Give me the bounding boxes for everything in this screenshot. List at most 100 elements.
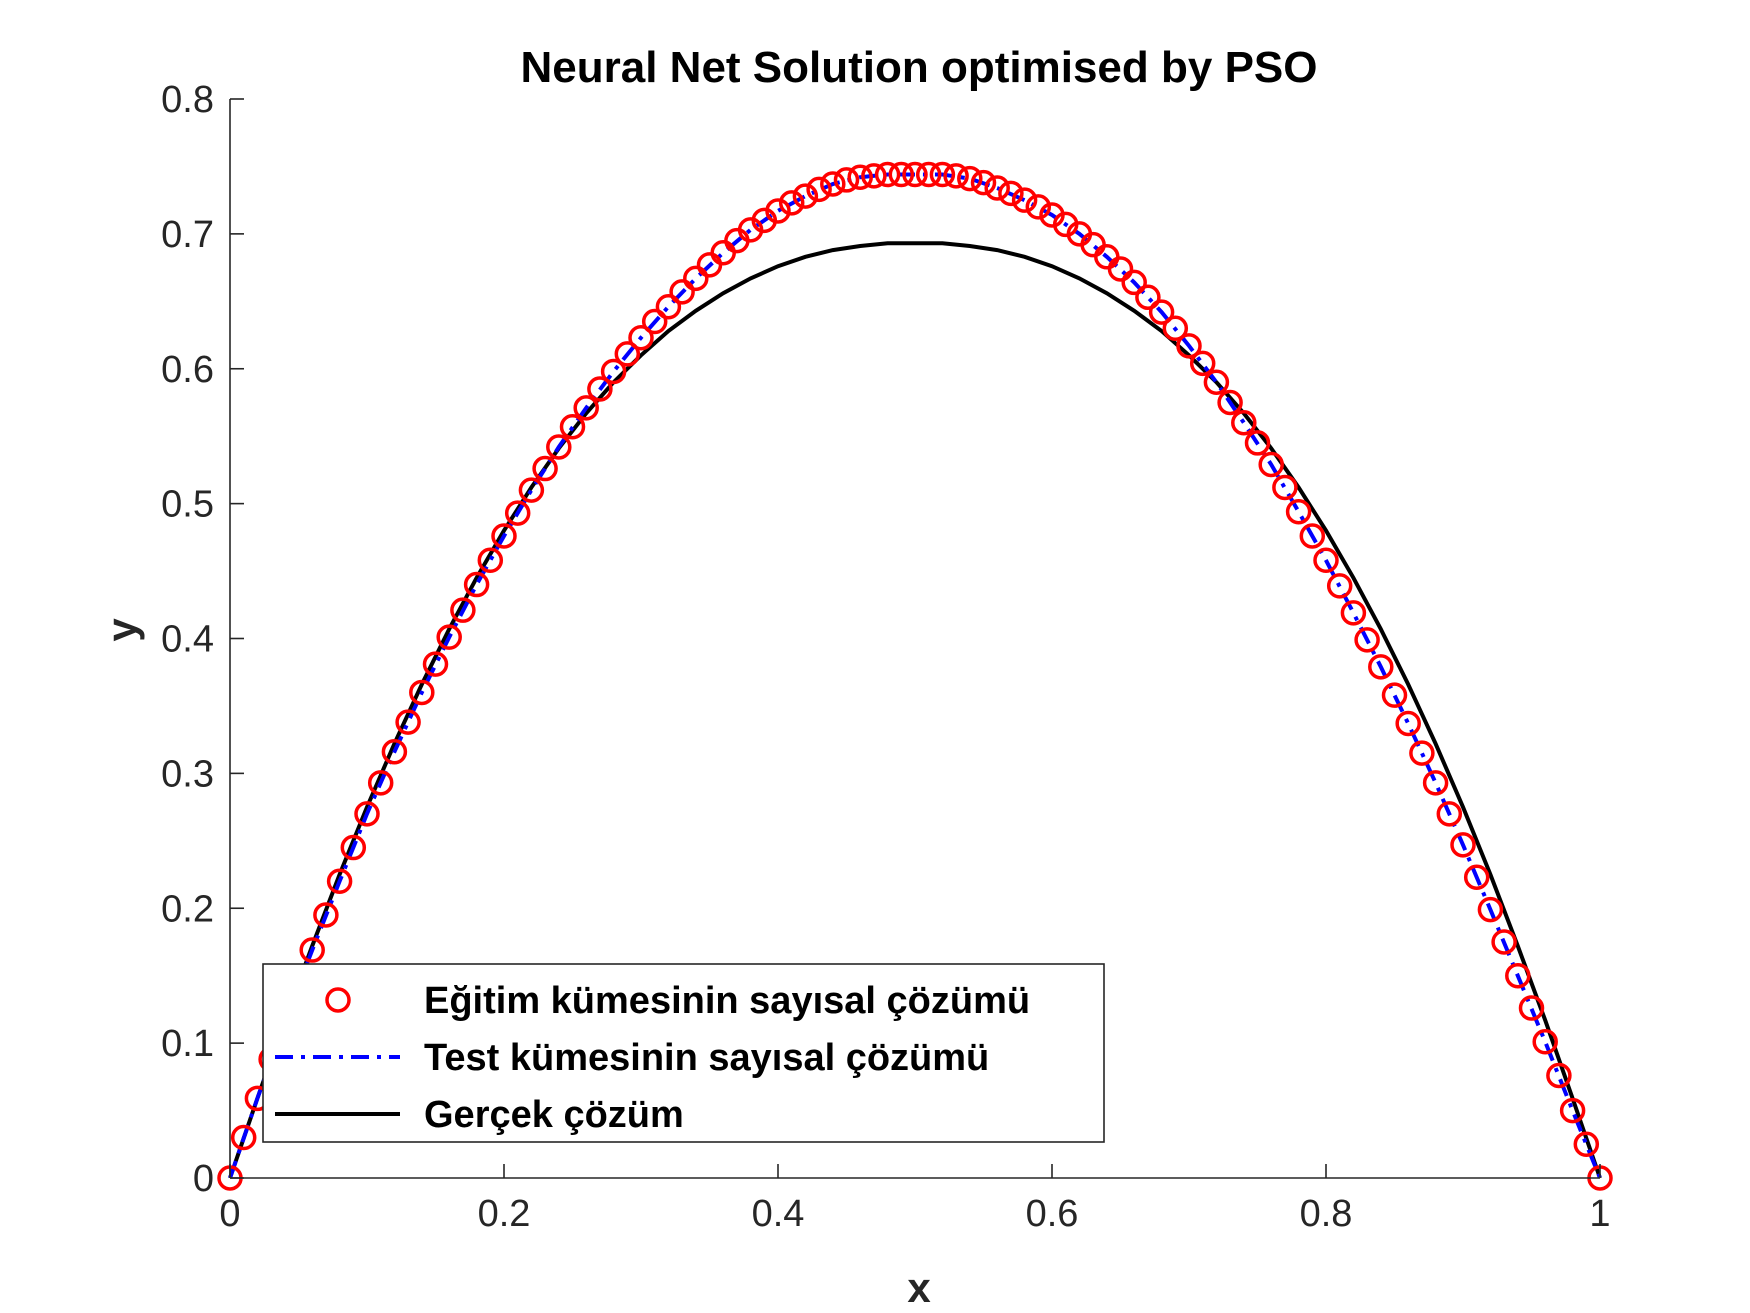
marker-egitim-kumesi xyxy=(669,279,695,305)
marker-egitim-kumesi xyxy=(1011,187,1038,213)
marker-egitim-kumesi xyxy=(902,161,928,188)
marker-egitim-kumesi xyxy=(1299,523,1326,549)
marker-egitim-kumesi xyxy=(1546,1062,1572,1089)
legend-label-test: Test kümesinin sayısal çözümü xyxy=(424,1037,989,1079)
marker-egitim-kumesi xyxy=(888,161,915,188)
marker-egitim-kumesi xyxy=(847,164,873,190)
legend-box xyxy=(262,963,1105,1143)
marker-egitim-kumesi xyxy=(614,341,641,367)
marker-egitim-kumesi xyxy=(833,167,860,193)
y-axis-label: y xyxy=(98,618,145,642)
marker-egitim-kumesi xyxy=(559,413,586,440)
series-line-gercek-cozum xyxy=(228,241,1602,1179)
marker-egitim-kumesi xyxy=(641,308,668,335)
marker-egitim-kumesi xyxy=(957,165,983,192)
marker-egitim-kumesi xyxy=(970,169,997,196)
x-tick-label: 0.4 xyxy=(752,1193,805,1235)
marker-egitim-kumesi xyxy=(861,163,887,189)
y-tick-label: 0.8 xyxy=(161,79,214,121)
marker-egitim-kumesi xyxy=(1285,498,1312,525)
marker-egitim-kumesi xyxy=(1203,369,1230,395)
marker-egitim-kumesi xyxy=(628,324,654,351)
marker-egitim-kumesi xyxy=(381,739,408,765)
marker-egitim-kumesi xyxy=(1518,995,1545,1021)
marker-egitim-kumesi xyxy=(1463,864,1490,890)
marker-egitim-kumesi xyxy=(1135,284,1161,311)
marker-egitim-kumesi xyxy=(354,801,380,827)
marker-egitim-kumesi xyxy=(1176,333,1202,359)
marker-egitim-kumesi xyxy=(313,902,339,928)
marker-egitim-kumesi xyxy=(765,198,791,224)
x-tick-label: 0.6 xyxy=(1026,1193,1079,1235)
marker-egitim-kumesi xyxy=(1559,1097,1586,1124)
marker-egitim-kumesi xyxy=(1450,832,1476,858)
marker-egitim-kumesi xyxy=(573,395,599,421)
legend-label-gercek: Gerçek çözüm xyxy=(424,1094,684,1136)
marker-egitim-kumesi xyxy=(806,176,832,203)
marker-egitim-kumesi xyxy=(436,624,462,650)
marker-egitim-kumesi xyxy=(477,547,504,574)
y-tick-label: 0.3 xyxy=(161,753,214,795)
marker-egitim-kumesi xyxy=(1532,1029,1558,1055)
marker-egitim-kumesi xyxy=(587,376,613,402)
legend: Eğitim kümesinin sayısal çözümü Test küme… xyxy=(262,963,1105,1143)
marker-egitim-kumesi xyxy=(1217,389,1243,416)
marker-egitim-kumesi xyxy=(367,770,394,796)
marker-egitim-kumesi xyxy=(655,293,682,320)
marker-egitim-kumesi xyxy=(1244,430,1271,456)
marker-egitim-kumesi xyxy=(504,500,531,526)
marker-egitim-kumesi xyxy=(1313,547,1339,574)
marker-egitim-kumesi xyxy=(422,651,449,677)
x-tick-label: 1 xyxy=(1589,1193,1610,1235)
marker-egitim-kumesi xyxy=(915,161,942,188)
marker-egitim-kumesi xyxy=(1505,962,1531,989)
marker-egitim-kumesi xyxy=(546,434,572,460)
y-tick-label: 0.1 xyxy=(161,1023,214,1065)
marker-egitim-kumesi xyxy=(340,834,367,861)
marker-egitim-kumesi xyxy=(1121,269,1147,296)
marker-egitim-kumesi xyxy=(1025,194,1052,220)
marker-egitim-kumesi xyxy=(532,455,558,482)
x-tick-label: 0.2 xyxy=(478,1193,531,1235)
y-tick-label: 0 xyxy=(193,1158,214,1200)
marker-egitim-kumesi xyxy=(1340,600,1367,626)
legend-marker-egitim xyxy=(325,987,351,1013)
legend-label-egitim: Eğitim kümesinin sayısal çözümü xyxy=(424,980,1030,1022)
marker-egitim-kumesi xyxy=(683,265,709,292)
marker-egitim-kumesi xyxy=(1189,350,1216,377)
marker-egitim-kumesi xyxy=(1395,710,1421,737)
marker-egitim-kumesi xyxy=(943,163,969,189)
marker-egitim-kumesi xyxy=(1422,770,1449,796)
marker-egitim-kumesi xyxy=(792,183,819,209)
marker-egitim-kumesi xyxy=(299,937,325,963)
marker-egitim-kumesi xyxy=(1272,474,1298,501)
marker-egitim-kumesi xyxy=(1107,256,1134,282)
marker-egitim-kumesi xyxy=(518,477,545,503)
marker-egitim-kumesi xyxy=(395,709,421,735)
marker-egitim-kumesi xyxy=(326,868,353,895)
marker-egitim-kumesi xyxy=(450,597,476,623)
y-tick-label: 0.2 xyxy=(161,888,214,930)
marker-egitim-kumesi xyxy=(874,161,901,188)
marker-egitim-kumesi xyxy=(600,358,627,385)
y-tick-label: 0.4 xyxy=(161,619,214,661)
marker-egitim-kumesi xyxy=(1409,740,1435,766)
marker-egitim-kumesi xyxy=(1381,682,1408,708)
marker-egitim-kumesi xyxy=(1368,654,1394,680)
marker-egitim-kumesi xyxy=(409,679,435,706)
x-axis-label: x xyxy=(907,1264,931,1311)
marker-egitim-kumesi xyxy=(778,190,805,216)
marker-egitim-kumesi xyxy=(1326,573,1353,599)
plot-area xyxy=(217,161,1613,1191)
marker-egitim-kumesi xyxy=(1436,801,1463,827)
marker-egitim-kumesi xyxy=(929,161,956,188)
marker-egitim-kumesi xyxy=(1231,409,1257,436)
marker-egitim-kumesi xyxy=(463,571,490,598)
marker-egitim-kumesi xyxy=(820,171,846,197)
marker-egitim-kumesi xyxy=(1491,929,1517,955)
marker-egitim-kumesi xyxy=(1573,1131,1600,1158)
marker-egitim-kumesi xyxy=(230,1124,257,1151)
marker-egitim-kumesi xyxy=(1477,896,1504,923)
y-tick-label: 0.5 xyxy=(161,484,214,526)
